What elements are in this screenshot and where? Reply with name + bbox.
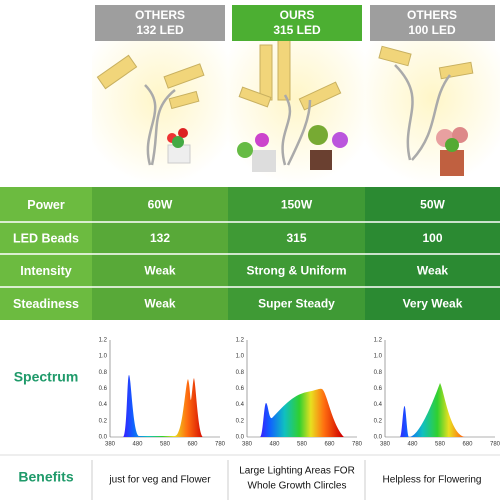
cell-value: Weak	[417, 264, 448, 278]
table-cell	[92, 287, 228, 320]
table-cell	[228, 287, 365, 320]
y-tick-label: 0.4	[99, 402, 108, 408]
table-cell	[365, 187, 500, 222]
header-subtitle: 100 LED	[408, 23, 456, 37]
header-subtitle: 132 LED	[136, 23, 184, 37]
table-cell	[0, 254, 92, 287]
x-tick-label: 480	[407, 442, 418, 448]
x-tick-label: 580	[297, 442, 308, 448]
x-tick-label: 380	[380, 442, 391, 448]
table-cell	[0, 287, 92, 320]
table-cell	[228, 254, 365, 287]
spectrum-chart: 0.0 0.2 0.4 0.6 0.8 1.0 1.2 380 480 580 680 780	[374, 338, 500, 448]
cell-value: 150W	[281, 198, 313, 212]
y-tick-label: 0.2	[374, 418, 383, 424]
header-title: OURS	[280, 8, 315, 22]
spectrum-chart: 0.0 0.2 0.4 0.6 0.8 1.0 1.2 380 480 580 680 780	[236, 338, 363, 448]
y-tick-label: 1.0	[236, 354, 245, 360]
spec-table: Power 60W 150W 50W LED Beads 132 315 100 Intensi…	[0, 187, 500, 320]
cell-value: Strong & Uniform	[247, 264, 347, 278]
cell-value: 60W	[148, 198, 173, 212]
y-tick-label: 0.6	[374, 386, 383, 392]
x-tick-label: 680	[462, 442, 473, 448]
benefit-text: Large Lighting Areas FOR	[239, 466, 355, 477]
table-cell	[92, 222, 228, 254]
header-box	[232, 5, 362, 41]
x-tick-label: 680	[187, 442, 198, 448]
y-tick-label: 0.8	[236, 370, 245, 376]
cell-value: 315	[286, 231, 306, 245]
y-tick-label: 0.6	[236, 386, 245, 392]
header-subtitle: 315 LED	[273, 23, 321, 37]
y-tick-label: 1.2	[374, 338, 383, 344]
y-tick-label: 0.8	[374, 370, 383, 376]
y-tick-label: 0.0	[236, 435, 245, 441]
y-tick-label: 0.0	[374, 435, 383, 441]
table-cell	[0, 187, 92, 222]
y-tick-label: 0.6	[99, 386, 108, 392]
x-tick-label: 780	[490, 442, 500, 448]
table-cell	[92, 187, 228, 222]
y-tick-label: 0.2	[99, 418, 108, 424]
benefit-text: just for veg and Flower	[108, 475, 211, 486]
header-title: OTHERS	[135, 8, 185, 22]
y-tick-label: 0.8	[99, 370, 108, 376]
x-tick-label: 780	[352, 442, 363, 448]
table-cell	[0, 222, 92, 254]
cell-value: Super Steady	[258, 297, 335, 311]
table-cell	[365, 254, 500, 287]
product-photos	[92, 39, 500, 185]
header-box	[370, 5, 495, 41]
x-tick-label: 480	[132, 442, 143, 448]
cell-value: Weak	[144, 297, 175, 311]
y-tick-label: 0.0	[99, 435, 108, 441]
y-tick-label: 0.2	[236, 418, 245, 424]
y-tick-label: 0.4	[374, 402, 383, 408]
table-cell	[228, 187, 365, 222]
x-tick-label: 580	[435, 442, 446, 448]
y-tick-label: 1.0	[374, 354, 383, 360]
x-tick-label: 480	[269, 442, 280, 448]
y-tick-label: 1.2	[99, 338, 108, 344]
spectrum-chart: 0.0 0.2 0.4 0.6 0.8 1.0 1.2 380 480 580 680 780	[99, 338, 226, 448]
cell-value: Very Weak	[403, 297, 463, 311]
header-box	[95, 5, 225, 41]
x-tick-label: 780	[215, 442, 226, 448]
cell-value: 100	[422, 231, 442, 245]
table-cell	[365, 287, 500, 320]
row-label: Power	[27, 198, 65, 212]
cell-value: 132	[150, 231, 170, 245]
y-tick-label: 0.4	[236, 402, 245, 408]
x-tick-label: 380	[105, 442, 116, 448]
row-label: Benefits	[18, 469, 73, 485]
benefit-text: Whole Growth Clircles	[248, 481, 347, 492]
x-tick-label: 680	[324, 442, 335, 448]
table-cell	[365, 222, 500, 254]
cell-value: 50W	[420, 198, 445, 212]
row-label: Spectrum	[14, 369, 79, 385]
row-label: Intensity	[20, 264, 71, 278]
spectrum-charts: 0.0 0.2 0.4 0.6 0.8 1.0 1.2 380 480 580 680 780 0.0…	[99, 338, 500, 448]
y-tick-label: 1.0	[99, 354, 108, 360]
spectrum-curve	[260, 388, 344, 437]
benefit-text: Helpless for Flowering	[383, 475, 482, 486]
x-tick-label: 380	[242, 442, 253, 448]
table-cell	[92, 254, 228, 287]
cell-value: Weak	[144, 264, 175, 278]
plants	[167, 125, 468, 176]
y-tick-label: 1.2	[236, 338, 245, 344]
spectrum-curve	[400, 383, 465, 437]
table-cell	[228, 222, 365, 254]
header-title: OTHERS	[407, 8, 457, 22]
row-label: LED Beads	[13, 231, 79, 245]
row-label: Steadiness	[13, 297, 79, 311]
spectrum-curve	[123, 375, 203, 437]
x-tick-label: 580	[160, 442, 171, 448]
